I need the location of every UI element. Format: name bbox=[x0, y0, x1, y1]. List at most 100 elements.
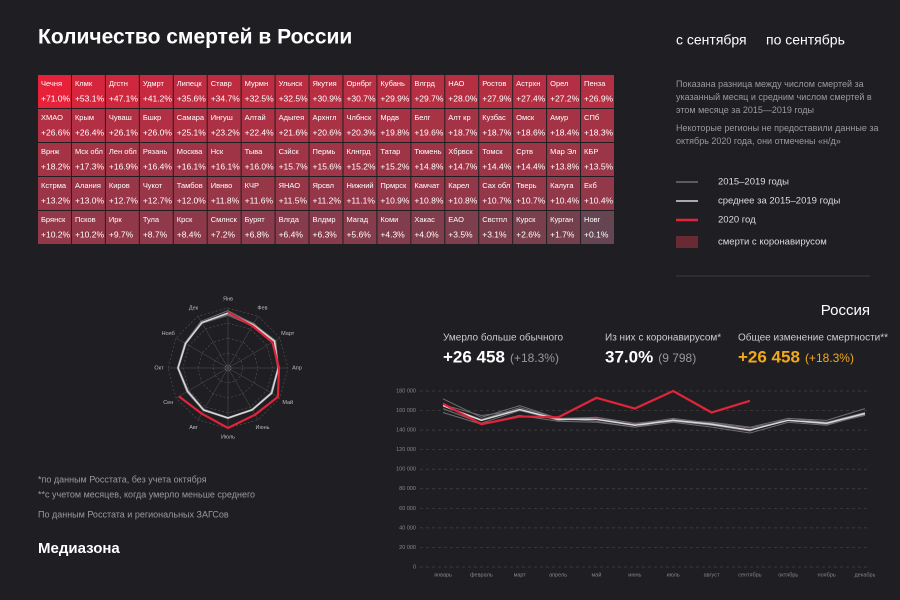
region-name: Влдмр bbox=[313, 215, 336, 224]
region-cell bbox=[207, 109, 241, 142]
region-name: Алания bbox=[75, 181, 101, 190]
region-name: Адыгея bbox=[279, 113, 305, 122]
region-value: +1.7% bbox=[550, 229, 575, 239]
radar-spoke bbox=[227, 337, 281, 369]
region-value: +13.2% bbox=[41, 195, 71, 205]
region-name: Ульнск bbox=[279, 79, 303, 88]
region-name: Татар bbox=[380, 147, 400, 156]
stat-extra: (+18.3%) bbox=[510, 351, 559, 365]
region-name: Бшкр bbox=[143, 113, 161, 122]
region-value: +18.7% bbox=[482, 127, 512, 137]
radar-spoke bbox=[227, 367, 259, 421]
region-name: Тюмень bbox=[414, 147, 441, 156]
region-value: +11.1% bbox=[346, 195, 375, 205]
region-cell bbox=[241, 211, 275, 244]
region-name: Дгстн bbox=[109, 79, 128, 88]
footnote: **с учетом месяцев, когда умерло меньше … bbox=[38, 489, 255, 499]
region-value: +4.0% bbox=[414, 229, 439, 239]
region-name: Сзйск bbox=[279, 147, 300, 156]
radar-label: Янв bbox=[223, 296, 233, 302]
region-value: +26.9% bbox=[584, 93, 614, 103]
region-value: +23.2% bbox=[211, 127, 241, 137]
x-tick-label: май bbox=[591, 571, 601, 578]
region-cell bbox=[105, 177, 139, 210]
region-name: Клнгрд bbox=[346, 147, 371, 156]
covid-area bbox=[558, 416, 750, 431]
region-value: +32.5% bbox=[279, 93, 309, 103]
region-value: +2.6% bbox=[516, 229, 541, 239]
region-value: +30.7% bbox=[346, 93, 376, 103]
region-name: Астрхн bbox=[516, 79, 540, 88]
region-value: +19.8% bbox=[380, 127, 410, 137]
region-name: Калуга bbox=[550, 181, 574, 190]
region-value: +41.2% bbox=[143, 93, 173, 103]
y-tick-label: 0 bbox=[413, 564, 416, 570]
stat-extra: (+18.3%) bbox=[805, 351, 854, 365]
period-to[interactable]: по сентябрь bbox=[766, 32, 845, 48]
region-name: ЕАО bbox=[448, 215, 464, 224]
region-value: +16.4% bbox=[143, 161, 173, 171]
region-cell bbox=[513, 109, 547, 142]
region-cell bbox=[207, 143, 241, 176]
region-name: Кузбас bbox=[482, 113, 506, 122]
region-cell bbox=[547, 177, 581, 210]
region-value: +26.4% bbox=[75, 127, 105, 137]
y-tick-label: 60 000 bbox=[399, 506, 416, 512]
region-name: Кстрма bbox=[41, 181, 67, 190]
region-name: ХМАО bbox=[41, 113, 63, 122]
region-value: +29.7% bbox=[414, 93, 444, 103]
region-cell bbox=[547, 143, 581, 176]
region-value: +16.9% bbox=[109, 161, 139, 171]
region-value: +15.6% bbox=[313, 161, 343, 171]
radar-label: Июнь bbox=[256, 425, 270, 431]
region-value: +10.2% bbox=[41, 229, 71, 239]
footnote: По данным Росстата и региональных ЗАГСов bbox=[38, 509, 229, 519]
region-name: Самара bbox=[177, 113, 205, 122]
region-value: +20.6% bbox=[313, 127, 343, 137]
region-cell bbox=[207, 177, 241, 210]
region-value: +11.6% bbox=[245, 195, 274, 205]
radar-center bbox=[224, 364, 232, 372]
region-cell bbox=[411, 75, 445, 108]
x-tick-label: сентябрь bbox=[738, 572, 762, 578]
region-cell bbox=[411, 177, 445, 210]
region-value: +15.7% bbox=[279, 161, 309, 171]
radar-label: Июль bbox=[221, 434, 235, 440]
region-name: Ставр bbox=[211, 79, 232, 88]
region-name: Врнж bbox=[41, 147, 59, 156]
x-tick-label: август bbox=[704, 572, 720, 578]
radar-spoke bbox=[197, 367, 229, 421]
note: Некоторые регионы не предоставили данные… bbox=[676, 123, 878, 146]
region-cell bbox=[445, 177, 479, 210]
legend-swatch bbox=[676, 236, 698, 248]
region-name: Амур bbox=[550, 113, 568, 122]
region-value: +18.7% bbox=[448, 127, 478, 137]
region-value: +53.1% bbox=[75, 93, 105, 103]
region-cell bbox=[207, 211, 241, 244]
region-name: Рязань bbox=[143, 147, 168, 156]
region-value: +15.2% bbox=[346, 161, 376, 171]
period-from[interactable]: с сентября bbox=[676, 32, 747, 48]
region-name: Клмк bbox=[75, 79, 93, 88]
region-cell bbox=[343, 143, 377, 176]
stat-label: Из них с коронавирусом* bbox=[605, 333, 721, 344]
region-name: Тверь bbox=[516, 181, 536, 190]
region-name: Липецк bbox=[177, 79, 203, 88]
y-tick-label: 160 000 bbox=[396, 408, 416, 414]
region-value: +8.7% bbox=[143, 229, 168, 239]
region-cell bbox=[377, 177, 411, 210]
region-cell bbox=[173, 109, 207, 142]
region-value: +22.4% bbox=[245, 127, 275, 137]
region-cell bbox=[581, 75, 614, 108]
region-cell bbox=[71, 109, 105, 142]
region-value: +8.4% bbox=[177, 229, 202, 239]
region-cell bbox=[71, 211, 105, 244]
region-value: +3.5% bbox=[448, 229, 473, 239]
region-value: +18.3% bbox=[584, 127, 614, 137]
y-tick-label: 20 000 bbox=[399, 545, 416, 551]
region-name: Лен обл bbox=[109, 147, 137, 156]
region-value: +30.9% bbox=[313, 93, 343, 103]
legend-label: смерти с коронавирусом bbox=[718, 237, 827, 248]
radar-label: Сен bbox=[163, 400, 173, 406]
